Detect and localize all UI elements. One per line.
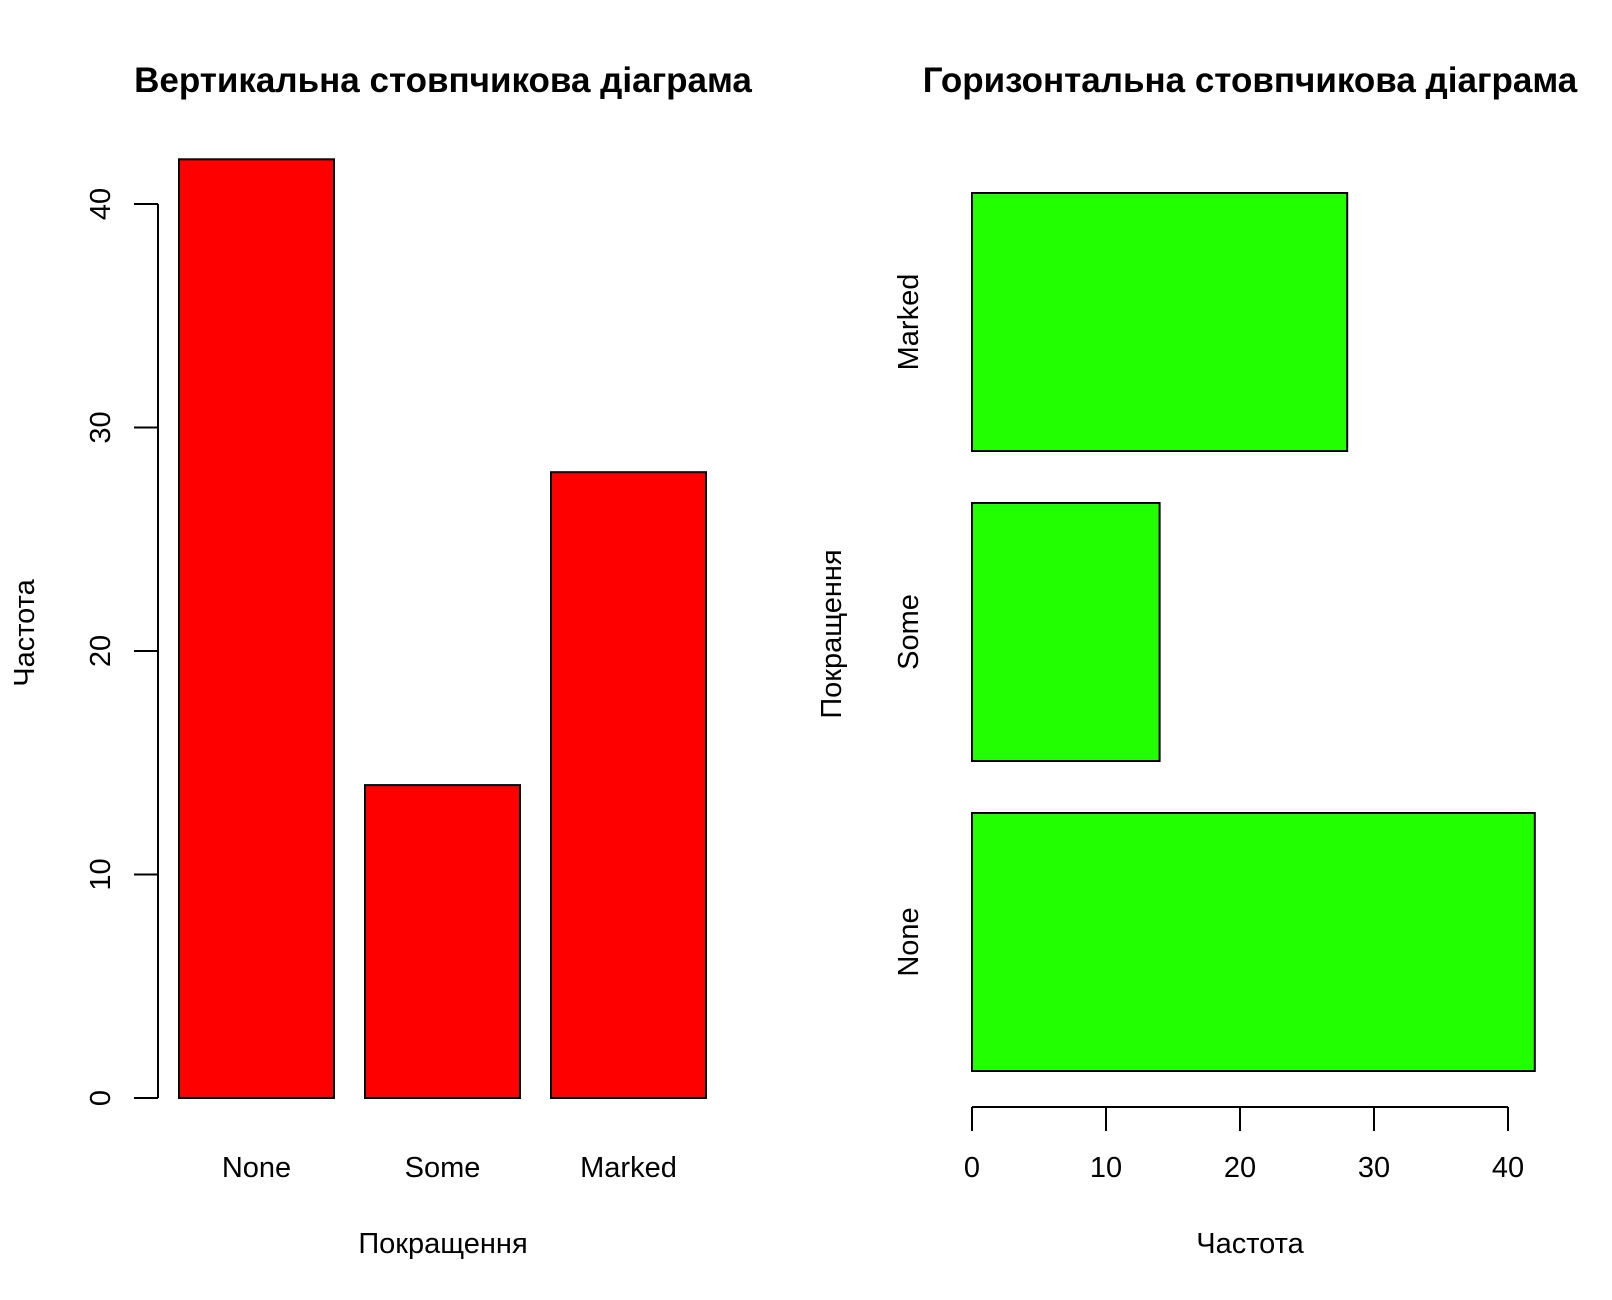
vertical-chart-y-axis: 0 10 20 30 40 xyxy=(85,188,159,1106)
y-tick-label: 10 xyxy=(85,858,117,890)
horizontal-chart-title: Горизонтальна стовпчикова діаграма xyxy=(923,61,1578,100)
vertical-chart-category-labels: None Some Marked xyxy=(222,1152,677,1184)
bar-some xyxy=(364,784,521,1099)
y-category-label: None xyxy=(893,907,925,976)
x-category-label: Marked xyxy=(580,1152,677,1184)
x-category-label: Some xyxy=(405,1152,481,1184)
x-tick-label: 10 xyxy=(1090,1152,1122,1184)
horizontal-chart-x-axis: 0 10 20 30 40 xyxy=(964,1106,1524,1184)
x-tick-label: 30 xyxy=(1358,1152,1390,1184)
x-tick-label: 0 xyxy=(964,1152,980,1184)
horizontal-bars xyxy=(971,192,1536,1072)
y-tick-label: 20 xyxy=(85,635,117,667)
y-tick-label: 30 xyxy=(85,411,117,443)
bar-none xyxy=(971,812,1536,1072)
y-category-label: Some xyxy=(893,594,925,670)
y-tick-label: 40 xyxy=(85,188,117,220)
horizontal-bar-chart: Горизонтальна стовпчикова діаграма Часто… xyxy=(816,61,1578,1260)
x-tick-label: 40 xyxy=(1492,1152,1524,1184)
y-tick-label: 0 xyxy=(85,1090,117,1106)
horizontal-chart-xlabel: Частота xyxy=(1196,1228,1304,1260)
vertical-bar-chart: Вертикальна стовпчикова діаграма Покраще… xyxy=(9,61,752,1260)
x-category-label: None xyxy=(222,1152,291,1184)
horizontal-chart-category-labels: None Some Marked xyxy=(893,274,925,977)
vertical-chart-xlabel: Покращення xyxy=(358,1228,527,1260)
horizontal-chart-ylabel: Покращення xyxy=(816,549,848,718)
bar-marked xyxy=(971,192,1349,452)
vertical-chart-ylabel: Частота xyxy=(9,578,41,686)
x-tick-label: 20 xyxy=(1224,1152,1256,1184)
vertical-bars xyxy=(178,158,707,1100)
bar-none xyxy=(178,158,335,1100)
bar-some xyxy=(971,502,1161,762)
vertical-chart-title: Вертикальна стовпчикова діаграма xyxy=(134,61,752,100)
y-category-label: Marked xyxy=(893,274,925,371)
bar-marked xyxy=(550,471,707,1099)
